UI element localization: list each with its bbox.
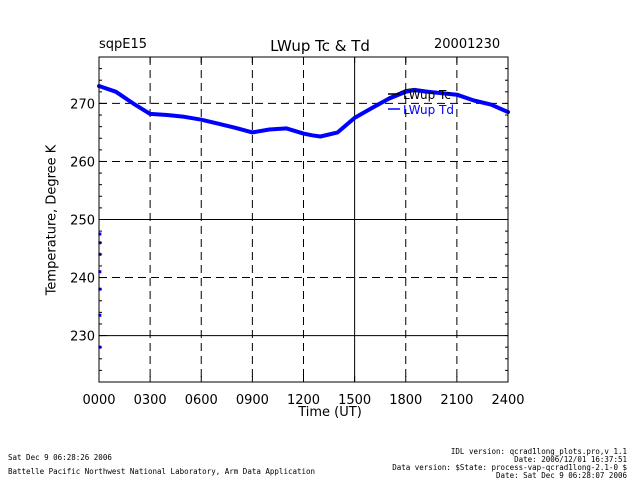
series-line-lwup-td xyxy=(97,84,510,139)
series-point-lwup-td xyxy=(98,313,102,317)
legend-label: LWup Td xyxy=(403,103,454,117)
footer-institution: Battelle Pacific Northwest National Labo… xyxy=(8,467,316,476)
series-point-lwup-td xyxy=(98,232,102,236)
x-tick-label: 1500 xyxy=(338,393,371,408)
x-tick-label: 0300 xyxy=(134,393,167,408)
grid xyxy=(99,57,508,382)
footer-timestamp: Sat Dec 9 06:28:26 2006 xyxy=(8,453,112,462)
y-tick-label: 250 xyxy=(70,214,95,229)
x-tick-label: 0900 xyxy=(236,393,269,408)
x-tick-label: 1800 xyxy=(389,393,422,408)
footer-data-version: Data version: $State: process-vap-qcrad1… xyxy=(392,463,627,472)
legend-label: LWup Tc xyxy=(403,88,451,102)
x-tick-label: 0600 xyxy=(185,393,218,408)
x-tick-label: 2400 xyxy=(491,393,524,408)
y-tick-label: 260 xyxy=(70,155,95,170)
chart-title: LWup Tc & Td xyxy=(270,37,370,55)
date-label: 20001230 xyxy=(434,37,501,52)
x-tick-label: 0000 xyxy=(82,393,115,408)
footer-data-date: Date: Sat Dec 9 06:28:07 2006 xyxy=(496,471,627,480)
axes: 0000 0300 0600 0900 1200 1500 1800 2100 2400 230 2… xyxy=(70,56,525,408)
y-tick-label: 230 xyxy=(70,330,95,345)
y-tick-label: 240 xyxy=(70,272,95,287)
footer-idl-date: Date: 2006/12/01 16:37:51 xyxy=(514,455,627,464)
x-tick-label: 2100 xyxy=(440,393,473,408)
site-label: sqpE15 xyxy=(99,37,148,52)
series-point-lwup-td xyxy=(98,270,102,274)
footer-idl-version: IDL version: qcrad1long_plots.pro,v 1.1 xyxy=(450,447,627,456)
y-tick-label: 270 xyxy=(70,97,95,112)
x-tick-label: 1200 xyxy=(287,393,320,408)
x-axis-label: Time (UT) xyxy=(298,405,362,420)
